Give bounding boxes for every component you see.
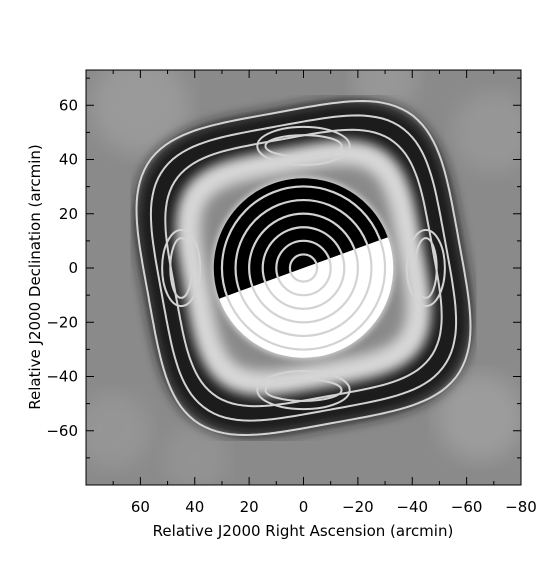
y-tick-label: 40 xyxy=(59,151,78,169)
x-tick-label: 60 xyxy=(131,498,150,516)
background-fluctuation xyxy=(436,373,521,461)
inner-contour xyxy=(288,253,319,283)
inner-contour xyxy=(248,212,359,324)
dark-half-disk xyxy=(213,178,388,299)
background-fluctuation xyxy=(453,91,521,174)
outer-contour xyxy=(135,99,472,437)
lobe-contour xyxy=(256,370,351,411)
x-axis-title: Relative J2000 Right Ascension (arcmin) xyxy=(153,522,454,540)
inner-contour xyxy=(275,239,332,297)
x-tick-label: 20 xyxy=(240,498,259,516)
lobe-contour xyxy=(264,134,343,158)
contour-lines xyxy=(135,99,472,437)
inner-contour xyxy=(234,198,373,338)
y-tick-label: 0 xyxy=(68,259,78,277)
lobe-contour xyxy=(264,378,343,402)
lobe-contour xyxy=(161,228,202,308)
x-axis-ticks: 60 40 20 0 −20 −40 −60 −80 xyxy=(112,70,537,516)
y-tick-label: 60 xyxy=(59,96,78,114)
x-tick-label: 0 xyxy=(299,498,309,516)
bright-half-disk xyxy=(219,237,394,358)
y-axis-ticks: 60 40 20 0 −20 −40 −60 xyxy=(46,77,521,459)
y-axis-title: Relative J2000 Declination (arcmin) xyxy=(26,144,44,409)
y-tick-label: −20 xyxy=(46,313,78,331)
bright-ring xyxy=(176,140,431,396)
outer-contour xyxy=(149,114,458,422)
y-tick-label: 20 xyxy=(59,205,78,223)
background-fluctuation xyxy=(91,70,190,155)
inner-contour xyxy=(261,226,346,310)
lobe-contour xyxy=(405,228,446,308)
x-tick-label: −40 xyxy=(396,498,428,516)
x-tick-label: 40 xyxy=(185,498,204,516)
y-tick-label: −60 xyxy=(46,422,78,440)
lobe-contour xyxy=(413,237,438,299)
dark-ring xyxy=(135,99,472,437)
x-tick-label: −60 xyxy=(451,498,483,516)
lobe-contour xyxy=(256,125,351,166)
background-fluctuation xyxy=(162,425,228,485)
y-tick-label: −40 xyxy=(46,368,78,386)
inner-contour xyxy=(220,185,387,351)
background-fluctuation xyxy=(86,392,152,469)
lobe-contour xyxy=(169,237,194,299)
x-tick-label: −80 xyxy=(505,498,537,516)
x-tick-label: −20 xyxy=(342,498,374,516)
